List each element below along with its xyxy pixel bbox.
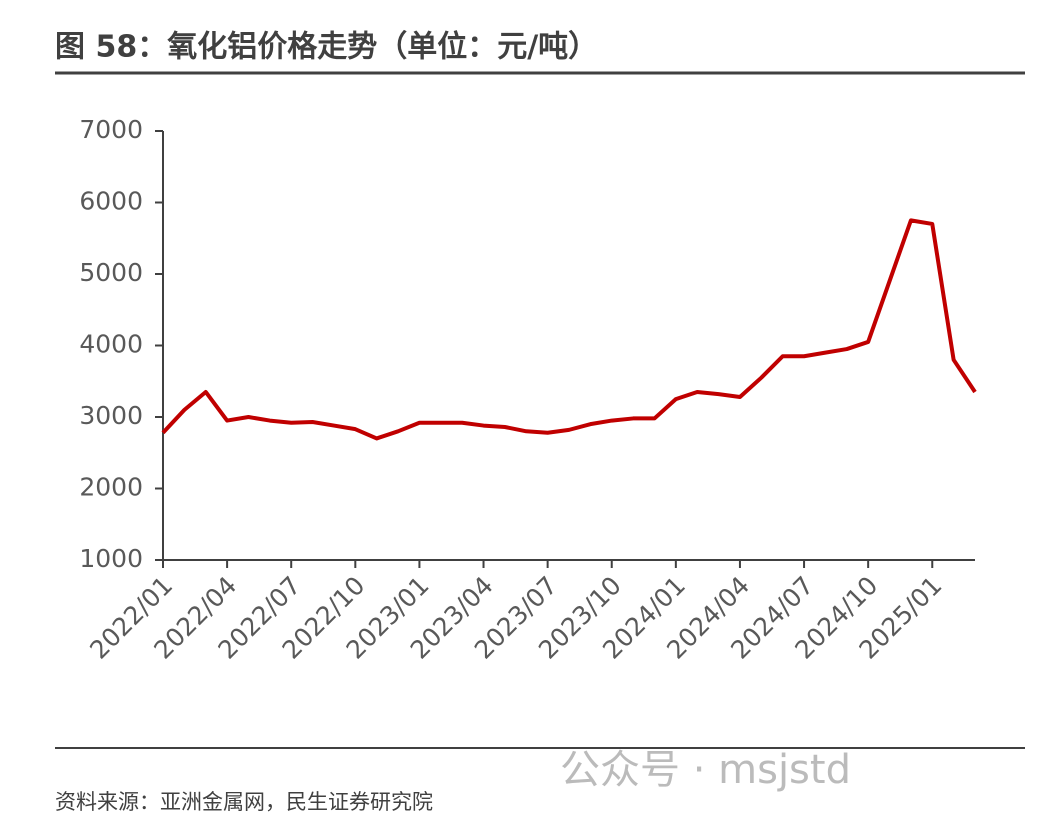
y-tick-label: 7000 [79,115,143,144]
line [161,218,977,441]
y-tick-label: 2000 [79,473,143,502]
source: 资料来源：亚洲金属网，民生证券研究院 [55,790,433,814]
y-tick-label: 5000 [79,258,143,287]
y-tick-label: 4000 [79,330,143,359]
y-tick-label: 3000 [79,401,143,430]
watermark: 公众号 · msjstd [560,747,851,793]
chart-title: 图 58：氧化铝价格走势（单位：元/吨） [55,30,598,65]
y-tick-label: 6000 [79,187,143,216]
y-tick-label: 1000 [79,544,143,573]
